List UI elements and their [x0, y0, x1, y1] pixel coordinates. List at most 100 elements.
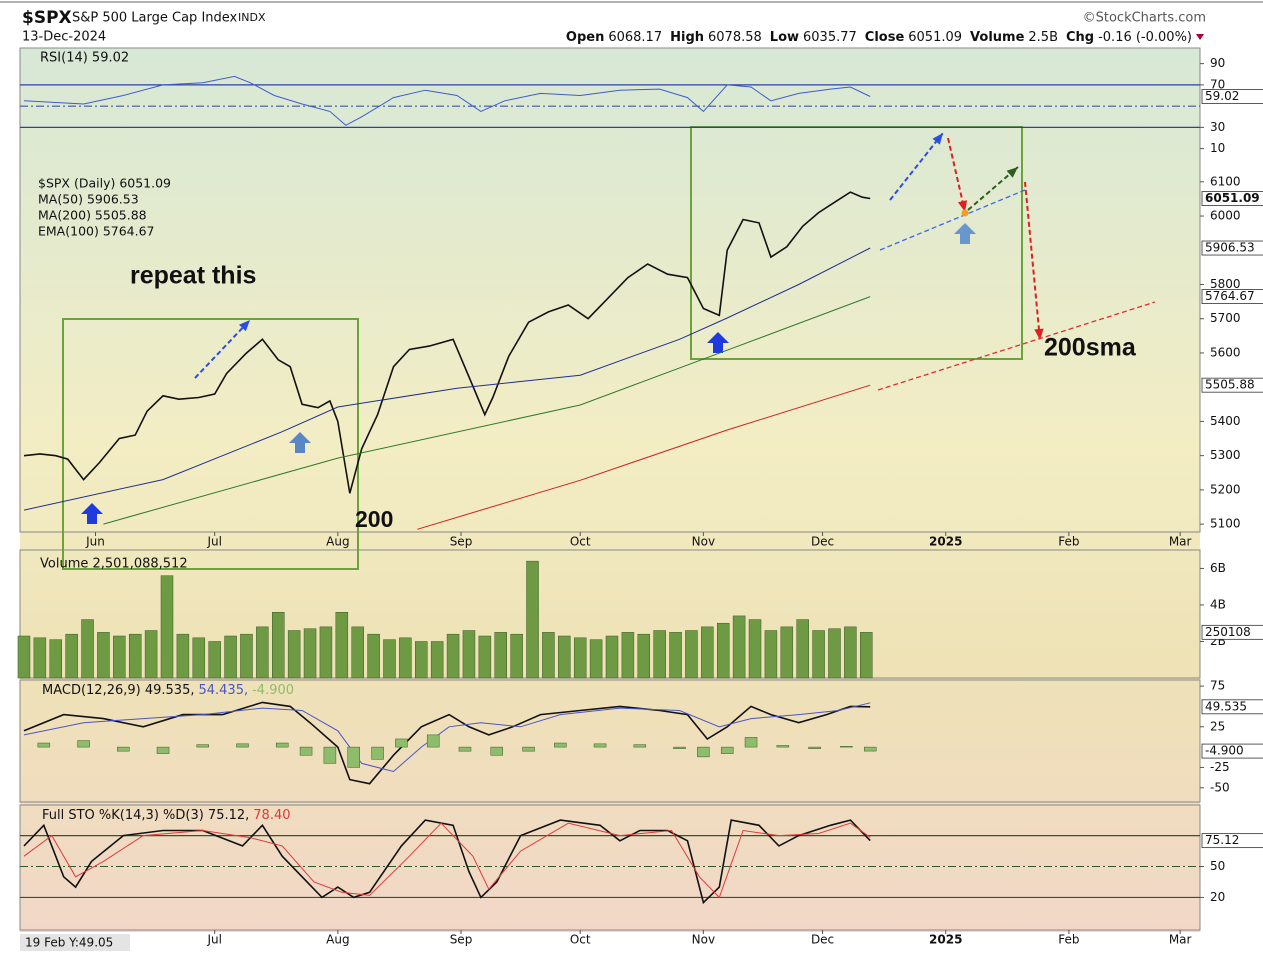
- y-tick-label: 5400: [1210, 414, 1241, 428]
- value-marker-box: [1201, 377, 1263, 393]
- value-marker-box: [1201, 743, 1263, 759]
- bar: [430, 641, 444, 679]
- annotations: repeat this 200 200sma: [62, 126, 1156, 570]
- annotation-text: 200: [355, 506, 393, 532]
- bar: [49, 639, 63, 679]
- x-tick-label: Feb: [1058, 535, 1079, 549]
- bar: [840, 746, 853, 748]
- bar: [156, 746, 170, 754]
- bar: [299, 746, 313, 756]
- bar: [399, 637, 412, 679]
- value-marker-box: [1201, 624, 1263, 640]
- panel-title: RSI(14) 59.02: [40, 51, 129, 66]
- bar: [812, 630, 825, 679]
- bar: [748, 619, 762, 679]
- quote-label: Chg: [1066, 30, 1094, 45]
- legend-entry: MA(200) 5505.88: [38, 208, 147, 223]
- y-tick-label: 70: [1210, 77, 1225, 91]
- bar: [176, 633, 190, 679]
- bar: [716, 622, 730, 679]
- bar: [780, 626, 794, 679]
- quote-value: 6078.58: [708, 30, 762, 45]
- series-line: [23, 819, 871, 905]
- legend-entry: MA(50) 5906.53: [38, 192, 139, 207]
- series-line: [23, 75, 871, 126]
- index-name: S&P 500 Large Cap Index: [72, 11, 238, 26]
- bar: [319, 626, 333, 679]
- bar: [160, 575, 174, 679]
- quote-value: 6068.17: [608, 30, 662, 45]
- bar: [113, 635, 126, 679]
- series-line: [23, 247, 871, 511]
- bar: [271, 612, 285, 679]
- down-icon: [1196, 34, 1204, 40]
- arrow-line: [947, 137, 966, 213]
- x-tick-label: Aug: [326, 933, 349, 947]
- annotation-text: repeat this: [130, 262, 256, 290]
- quote-label: Close: [865, 30, 905, 45]
- series-line: [23, 702, 871, 773]
- bar: [490, 746, 504, 756]
- x-tick-label: 2025: [929, 933, 962, 947]
- panel-title-part: 78.40: [253, 808, 290, 823]
- bar: [395, 738, 408, 748]
- date: 13-Dec-2024: [22, 30, 106, 45]
- value-marker: 250108: [1205, 625, 1251, 639]
- bar: [65, 633, 78, 679]
- bar: [117, 746, 130, 752]
- bar: [573, 637, 587, 679]
- y-tick-label: 5800: [1210, 277, 1241, 291]
- bar: [192, 637, 206, 679]
- value-marker-box: [1201, 191, 1263, 206]
- bar: [828, 628, 841, 679]
- bar: [128, 633, 142, 679]
- up-arrow: [289, 432, 311, 453]
- y-tick-label: 5300: [1210, 448, 1241, 462]
- bar: [653, 630, 666, 679]
- bar: [621, 632, 635, 679]
- quote-label: Low: [770, 30, 799, 45]
- bar: [776, 745, 790, 748]
- arrow-line: [967, 166, 1019, 211]
- arrow-line: [194, 319, 251, 379]
- bar: [744, 737, 758, 748]
- bar: [367, 633, 380, 679]
- bar: [77, 740, 90, 748]
- bar: [697, 746, 710, 758]
- bar: [633, 744, 647, 748]
- bar: [446, 633, 460, 679]
- bar: [383, 639, 396, 679]
- y-tick-label: 5700: [1210, 311, 1241, 325]
- arrow-line: [1024, 181, 1041, 341]
- bar: [33, 637, 47, 679]
- x-tick-label: Sep: [450, 933, 473, 947]
- y-tick-label: 75: [1210, 679, 1225, 693]
- x-tick-label: Aug: [326, 535, 349, 549]
- panel-title-part: Full STO %K(14,3) %D(3) 75.12,: [42, 808, 249, 823]
- bar: [732, 615, 746, 679]
- bar: [637, 633, 651, 679]
- bar: [701, 626, 714, 679]
- x-tick-label: Jul: [206, 535, 221, 549]
- symbol: $SPX: [22, 8, 72, 28]
- value-marker: 59.02: [1205, 89, 1239, 103]
- arrow-head: [1034, 328, 1044, 340]
- bar: [554, 742, 567, 748]
- y-tick-label: 90: [1210, 56, 1225, 70]
- bar: [764, 630, 778, 679]
- bar: [720, 746, 734, 754]
- y-tick-label: 30: [1210, 120, 1225, 134]
- bar: [796, 619, 809, 679]
- arrow-head: [1006, 167, 1018, 178]
- trend-line: [879, 189, 1026, 251]
- bar: [415, 641, 428, 679]
- bar: [97, 632, 110, 679]
- highlight-box: [62, 318, 359, 570]
- bar: [673, 746, 686, 749]
- value-marker: -4.900: [1205, 744, 1244, 758]
- bar: [351, 626, 364, 679]
- quote-value: -0.16 (-0.00%): [1098, 30, 1192, 45]
- y-tick-label: 10: [1210, 141, 1225, 155]
